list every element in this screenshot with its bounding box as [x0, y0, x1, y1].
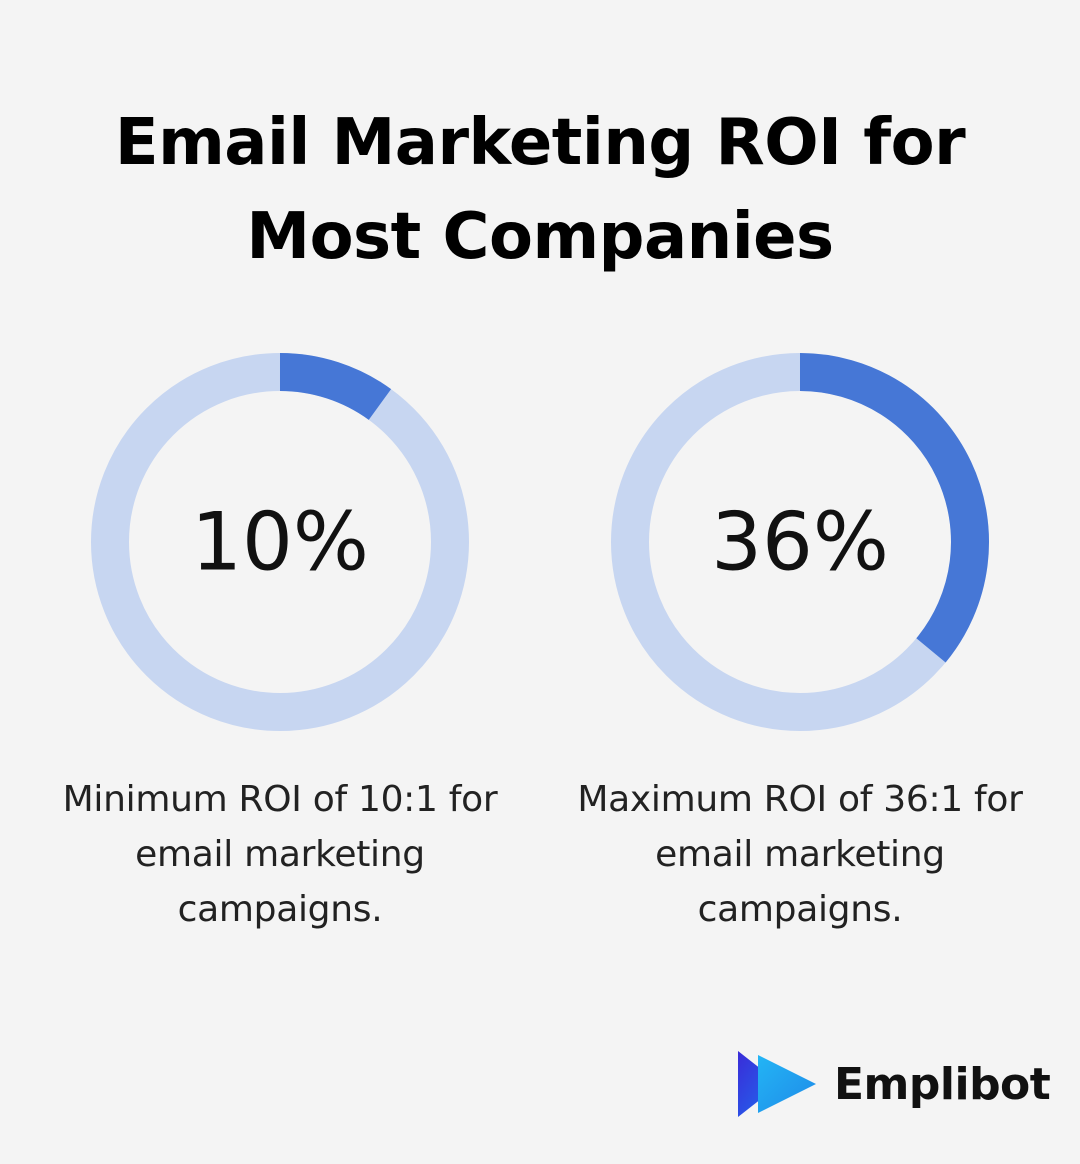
brand: Emplibot: [736, 1049, 1051, 1119]
donut-min-value: 10%: [191, 496, 369, 589]
caption-min-line-2: email marketing: [135, 834, 425, 875]
caption-max: Maximum ROI of 36:1 for email marketing …: [560, 772, 1040, 937]
donut-min-arc: [279, 353, 392, 421]
donut-max-value: 36%: [711, 496, 889, 589]
brand-name: Emplibot: [834, 1058, 1051, 1110]
donut-chart-min: 10%: [90, 352, 470, 732]
caption-min-line-1: Minimum ROI of 10:1 for: [62, 779, 498, 820]
donut-chart-max: 36%: [610, 352, 990, 732]
donut-min-svg: 10%: [91, 353, 469, 731]
caption-min: Minimum ROI of 10:1 for email marketing …: [40, 772, 520, 937]
page-title: Email Marketing ROI for Most Companies: [0, 96, 1080, 284]
caption-min-line-3: campaigns.: [177, 889, 383, 930]
emplibot-logo-icon: [738, 1051, 816, 1117]
donut-max-svg: 36%: [611, 353, 989, 731]
title-line-2: Most Companies: [246, 200, 834, 274]
donut-max-arc: [799, 353, 989, 663]
title-line-1: Email Marketing ROI for: [114, 106, 966, 180]
caption-max-line-3: campaigns.: [697, 889, 903, 930]
caption-max-line-1: Maximum ROI of 36:1 for: [577, 779, 1023, 820]
caption-max-line-2: email marketing: [655, 834, 945, 875]
